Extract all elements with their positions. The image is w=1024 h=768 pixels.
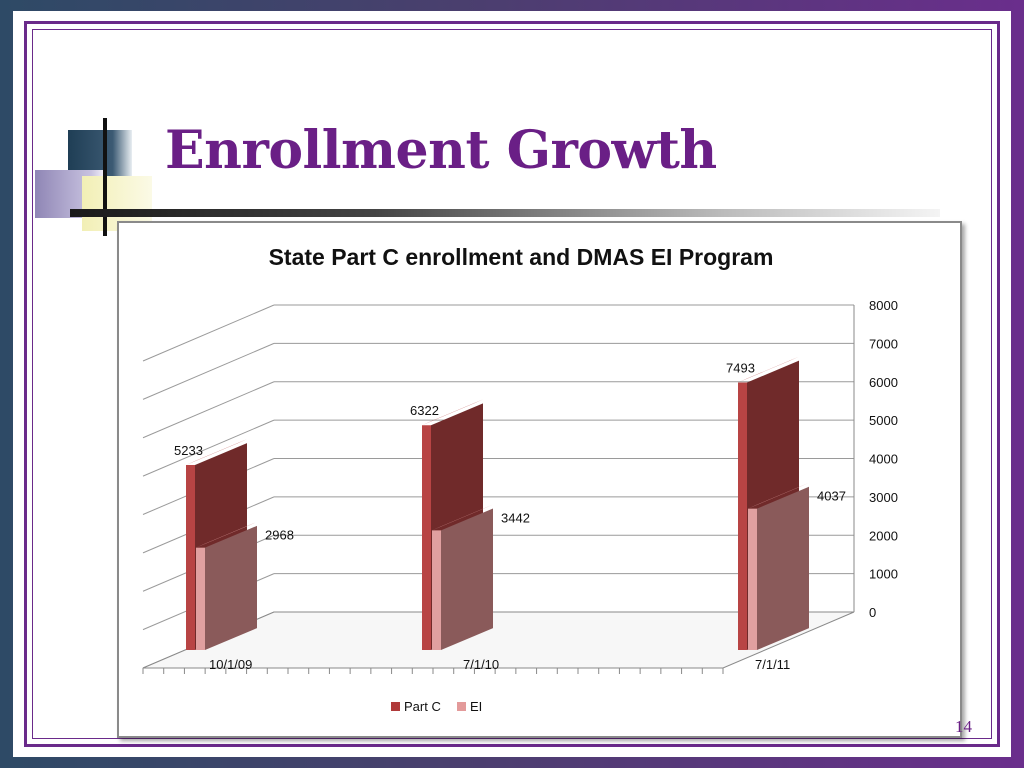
bar-ei-side [196, 547, 205, 650]
data-label-part-c: 7493 [726, 361, 755, 376]
bar-part-c-top [422, 399, 483, 426]
legend-swatch-ei [457, 702, 466, 711]
legend-label-ei: EI [470, 699, 482, 714]
gridline-side [142, 342, 275, 400]
bar-part-c-top [186, 439, 247, 465]
legend-label-part-c: Part C [404, 699, 441, 714]
slide-border [24, 21, 1000, 747]
y-tick-label: 6000 [869, 375, 898, 390]
bar-part-c-top [738, 356, 799, 383]
bar-ei-face [205, 525, 257, 650]
y-tick-label: 2000 [869, 528, 898, 543]
slide-title: Enrollment Growth [165, 120, 717, 181]
slide-border-inner [32, 29, 992, 739]
y-tick-label: 4000 [869, 452, 898, 467]
y-tick-label: 8000 [869, 298, 898, 313]
chart-title: State Part C enrollment and DMAS EI Prog… [269, 244, 774, 270]
bar-ei-top [748, 482, 809, 509]
bar-part-c-side [738, 382, 747, 650]
bar-part-c-side [186, 464, 195, 650]
y-tick-label: 1000 [869, 567, 898, 582]
data-label-part-c: 5233 [174, 443, 203, 458]
page-number: 14 [955, 717, 972, 736]
data-label-part-c: 6322 [410, 403, 439, 418]
title-rule [70, 209, 940, 217]
x-tick-label: 10/1/09 [209, 657, 252, 672]
chart-container: State Part C enrollment and DMAS EI Prog… [117, 221, 962, 738]
bar-ei-top [196, 521, 257, 548]
legend-swatch-part-c [391, 702, 400, 711]
decorative-vertical-line [103, 118, 107, 236]
gridline-side [142, 381, 275, 439]
bar-part-c-side [422, 425, 431, 650]
y-tick-label: 0 [869, 605, 876, 620]
y-tick-label: 7000 [869, 336, 898, 351]
bar-ei-side [748, 508, 757, 650]
y-tick-label: 5000 [869, 413, 898, 428]
bar-ei-face [441, 508, 493, 650]
gridline-side [142, 304, 275, 362]
bar-ei-side [432, 530, 441, 650]
data-label-ei: 4037 [817, 489, 846, 504]
enrollment-chart: State Part C enrollment and DMAS EI Prog… [142, 244, 898, 714]
x-tick-label: 7/1/10 [463, 657, 499, 672]
x-tick-label: 7/1/11 [755, 657, 790, 672]
data-label-ei: 3442 [501, 510, 530, 525]
gridline-side [142, 419, 275, 477]
y-tick-label: 3000 [869, 490, 898, 505]
bar-ei-face [757, 486, 809, 650]
data-label-ei: 2968 [265, 528, 294, 543]
bar-ei-top [432, 504, 493, 531]
